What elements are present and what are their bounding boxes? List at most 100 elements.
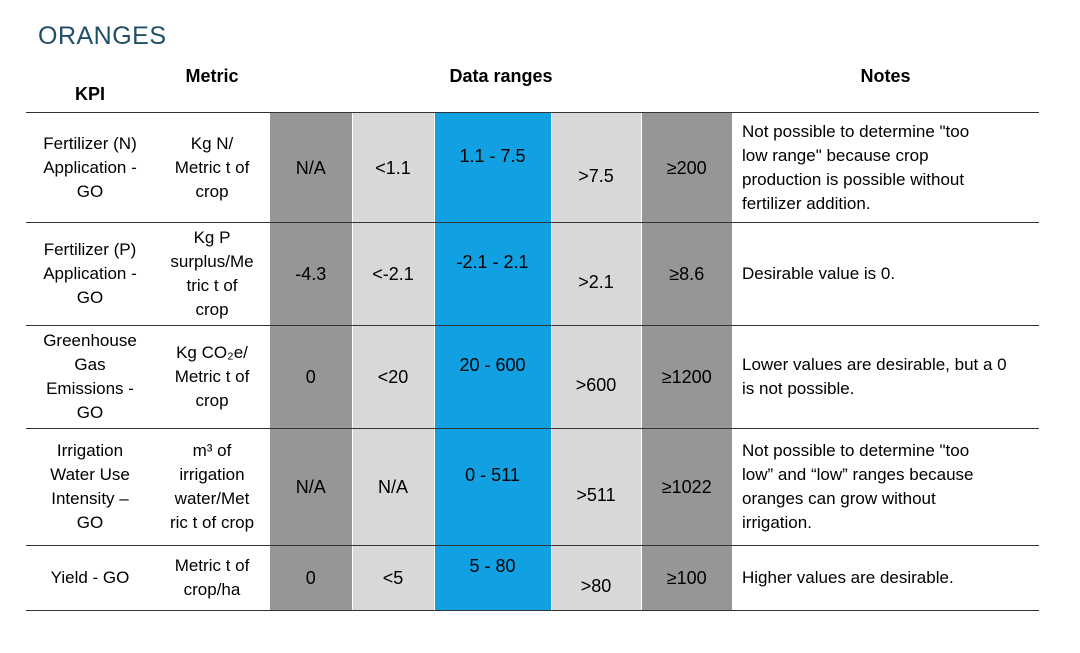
range-desirable-cell: -2.1 - 2.1 xyxy=(433,222,551,326)
kpi-line: Application - xyxy=(43,157,137,177)
range-high-value: >2.1 xyxy=(578,272,614,292)
range-high-value: >511 xyxy=(576,485,616,505)
range-desirable-value: 1.1 - 7.5 xyxy=(459,145,526,166)
notes-line: low range" because crop xyxy=(742,145,929,165)
notes-line: oranges can grow without xyxy=(742,489,936,508)
range-high-cell: >80 xyxy=(550,545,641,611)
range-too-low-value: 0 xyxy=(305,367,316,387)
kpi-line: Greenhouse xyxy=(43,331,137,350)
kpi-line: GO xyxy=(76,513,104,532)
kpi-line: Emissions - xyxy=(46,379,134,398)
range-too-low-value: N/A xyxy=(295,157,326,178)
range-high-cell: >511 xyxy=(550,428,641,546)
range-too-high-cell: ≥1022 xyxy=(640,428,732,546)
range-too-high-cell: ≥1200 xyxy=(640,325,732,429)
header-metric: Metric xyxy=(154,54,270,113)
metric-cell: Kg CO₂e/Metric t of crop xyxy=(154,325,270,429)
notes-line: irrigation. xyxy=(742,513,812,532)
range-too-low-value: -4.3 xyxy=(295,264,327,284)
metric-line: Metric t of xyxy=(174,157,250,177)
range-desirable-cell: 20 - 600 xyxy=(433,325,551,429)
range-too-high-cell: ≥100 xyxy=(640,545,732,611)
metric-cell: m³ of irrigation water/Met ric t of crop xyxy=(154,428,270,546)
range-too-low-cell: 0 xyxy=(270,545,352,611)
metric-line: m³ of xyxy=(192,441,232,460)
metric-line: crop xyxy=(195,300,229,319)
range-too-low-cell: -4.3 xyxy=(270,222,352,326)
page-title: ORANGES xyxy=(38,22,167,50)
range-desirable-cell: 5 - 80 xyxy=(433,545,551,611)
metric-line: surplus/Me xyxy=(170,252,254,271)
notes-line: production is possible without xyxy=(742,169,965,189)
kpi-line: Irrigation xyxy=(56,441,124,460)
notes-line: Desirable value is 0. xyxy=(742,264,896,283)
metric-line: tric t of xyxy=(186,276,238,295)
range-low-cell: <5 xyxy=(351,545,434,611)
metric-line: Kg N/ xyxy=(190,133,234,153)
notes-line: low” and “low” ranges because xyxy=(742,465,974,484)
metric-line: Metric t of xyxy=(174,367,250,386)
range-low-cell: N/A xyxy=(351,428,434,546)
range-desirable-value: 20 - 600 xyxy=(459,355,526,375)
table-row: Fertilizer (N) Application - GO Kg N/Metric… xyxy=(26,112,1039,223)
metric-line: ric t of crop xyxy=(169,513,255,532)
metric-line: crop/ha xyxy=(183,580,241,599)
notes-cell: Higher values are desirable. xyxy=(732,545,1039,611)
kpi-cell: Fertilizer (N) Application - GO xyxy=(26,112,154,223)
range-high-value: >80 xyxy=(580,576,612,596)
range-high-cell: >2.1 xyxy=(550,222,641,326)
kpi-line: Application - xyxy=(43,264,137,283)
notes-line: fertilizer addition. xyxy=(742,193,871,213)
range-desirable-value: 5 - 80 xyxy=(469,556,516,576)
range-too-high-value: ≥100 xyxy=(666,568,707,588)
range-too-low-cell: N/A xyxy=(270,428,352,546)
range-too-low-value: 0 xyxy=(305,568,316,588)
kpi-line: Gas xyxy=(74,355,106,374)
header-data-ranges: Data ranges xyxy=(270,54,732,113)
metric-line: Metric t of xyxy=(174,556,250,575)
notes-cell: Not possible to determine "too low” and “… xyxy=(732,428,1039,546)
kpi-cell: Yield - GO xyxy=(26,545,154,611)
range-too-high-cell: ≥8.6 xyxy=(640,222,732,326)
range-desirable-value: -2.1 - 2.1 xyxy=(456,252,529,272)
range-high-value: >600 xyxy=(575,375,617,395)
range-low-value: <20 xyxy=(377,367,409,387)
notes-cell: Desirable value is 0. xyxy=(732,222,1039,326)
range-low-cell: <1.1 xyxy=(351,112,434,223)
metric-cell: Kg N/Metric t of crop xyxy=(154,112,270,223)
table-row: Greenhouse Gas Emissions - GO Kg CO₂e/Metric… xyxy=(26,325,1039,429)
kpi-line: Water Use xyxy=(50,465,130,484)
range-too-low-value: N/A xyxy=(295,477,326,497)
range-low-value: <1.1 xyxy=(375,157,411,178)
header-notes: Notes xyxy=(732,54,1039,113)
notes-cell: Lower values are desirable, but a 0 is no… xyxy=(732,325,1039,429)
range-too-high-value: ≥1022 xyxy=(661,477,712,497)
range-too-low-cell: 0 xyxy=(270,325,352,429)
table-header-row: KPI Metric Data ranges Notes xyxy=(26,54,1039,113)
metric-line: Kg CO₂e/ xyxy=(176,343,248,362)
kpi-line: Intensity – xyxy=(51,489,129,508)
notes-line: Not possible to determine "too xyxy=(742,121,970,141)
table-row: Fertilizer (P) Application - GO Kg P surplus… xyxy=(26,222,1039,326)
range-too-high-value: ≥200 xyxy=(666,157,707,178)
range-too-low-cell: N/A xyxy=(270,112,352,223)
kpi-line: GO xyxy=(76,181,104,201)
kpi-cell: Greenhouse Gas Emissions - GO xyxy=(26,325,154,429)
notes-line: is not possible. xyxy=(742,379,855,398)
kpi-line: Fertilizer (N) xyxy=(43,133,137,153)
header-kpi: KPI xyxy=(26,54,154,113)
kpi-line: Fertilizer (P) xyxy=(43,240,137,259)
range-desirable-cell: 1.1 - 7.5 xyxy=(433,112,551,223)
kpi-table: KPI Metric Data ranges Notes Fertilizer … xyxy=(26,54,1039,611)
range-low-cell: <-2.1 xyxy=(351,222,434,326)
metric-line: crop xyxy=(195,391,229,410)
kpi-line: GO xyxy=(76,403,104,422)
table-row: Irrigation Water Use Intensity – GO m³ of irr… xyxy=(26,428,1039,546)
notes-line: Not possible to determine "too xyxy=(742,441,970,460)
range-high-value: >7.5 xyxy=(578,165,614,186)
range-high-cell: >600 xyxy=(550,325,641,429)
kpi-line: GO xyxy=(76,288,104,307)
range-low-value: <-2.1 xyxy=(372,264,414,284)
range-too-high-cell: ≥200 xyxy=(640,112,732,223)
range-low-cell: <20 xyxy=(351,325,434,429)
